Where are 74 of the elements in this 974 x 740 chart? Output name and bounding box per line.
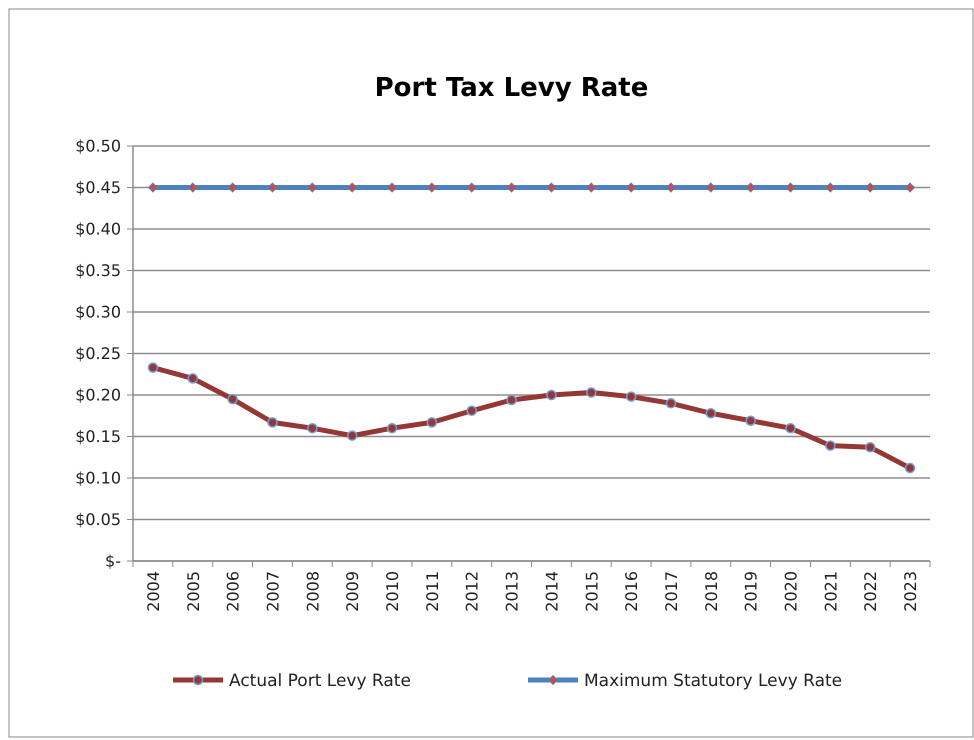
x-tick-label: 2018 <box>702 571 721 612</box>
point <box>586 387 597 398</box>
y-tick-label: $- <box>105 552 121 571</box>
x-tick-label: 2022 <box>861 571 880 612</box>
y-tick-label: $0.35 <box>75 261 121 280</box>
point <box>268 182 278 192</box>
x-tick-label: 2021 <box>821 571 840 612</box>
y-tick-label: $0.50 <box>75 136 121 156</box>
x-tick-label: 2013 <box>502 571 522 612</box>
point <box>586 182 596 192</box>
chart-title: Port Tax Levy Rate <box>374 73 648 103</box>
point <box>785 422 796 434</box>
point <box>466 406 477 416</box>
point <box>865 182 876 192</box>
x-tick-label: 2011 <box>422 571 442 612</box>
y-tick-label: $0.40 <box>75 220 121 239</box>
x-tick-label: 2012 <box>462 571 482 612</box>
x-tick-label: 2019 <box>742 571 761 612</box>
y-tick-label: $0.45 <box>75 178 121 198</box>
y-tick-label: $0.25 <box>75 344 121 364</box>
x-tick-label: 2008 <box>303 571 322 612</box>
point <box>786 182 796 192</box>
point <box>825 182 836 192</box>
point <box>904 462 916 474</box>
point <box>267 417 278 428</box>
point <box>307 182 318 192</box>
point <box>626 182 636 192</box>
y-tick-label: $0.20 <box>75 386 121 405</box>
point <box>706 182 716 192</box>
y-tick-label: $0.30 <box>75 302 121 322</box>
legend-label: Actual Port Levy Rate <box>229 670 411 691</box>
x-tick-label: 2009 <box>343 571 362 612</box>
x-tick-label: 2023 <box>901 571 920 612</box>
point <box>347 182 358 192</box>
point <box>386 422 398 434</box>
point <box>546 390 557 400</box>
x-tick-label: 2015 <box>582 571 602 612</box>
x-tick-label: 2006 <box>224 571 243 612</box>
point <box>228 182 238 192</box>
point <box>626 391 636 402</box>
x-tick-label: 2017 <box>662 571 681 612</box>
y-tick-label: $0.15 <box>75 427 121 446</box>
x-tick-label: 2010 <box>383 571 402 612</box>
point <box>188 373 198 384</box>
point <box>426 182 437 192</box>
point <box>148 182 158 192</box>
point <box>346 430 358 441</box>
point <box>706 408 716 419</box>
point <box>148 362 158 373</box>
point <box>227 394 238 404</box>
point <box>506 394 517 406</box>
point <box>466 182 477 192</box>
point <box>864 442 876 453</box>
point <box>745 415 756 426</box>
point <box>666 182 676 192</box>
point <box>387 182 397 192</box>
point <box>426 417 438 428</box>
point <box>188 182 198 192</box>
y-tick-label: $0.10 <box>75 468 121 488</box>
point <box>666 398 676 409</box>
point <box>546 182 556 192</box>
x-tick-label: 2004 <box>144 571 163 612</box>
point <box>506 182 516 192</box>
point <box>746 182 756 192</box>
point <box>307 422 318 434</box>
x-tick-label: 2005 <box>184 571 203 612</box>
legend-label: Maximum Statutory Levy Rate <box>584 670 842 691</box>
y-tick-label: $0.05 <box>75 510 121 530</box>
x-tick-label: 2007 <box>263 571 282 612</box>
point <box>825 440 836 451</box>
x-tick-label: 2014 <box>542 571 562 612</box>
x-tick-label: 2020 <box>782 571 801 612</box>
x-tick-label: 2016 <box>622 571 642 612</box>
point <box>905 182 915 192</box>
